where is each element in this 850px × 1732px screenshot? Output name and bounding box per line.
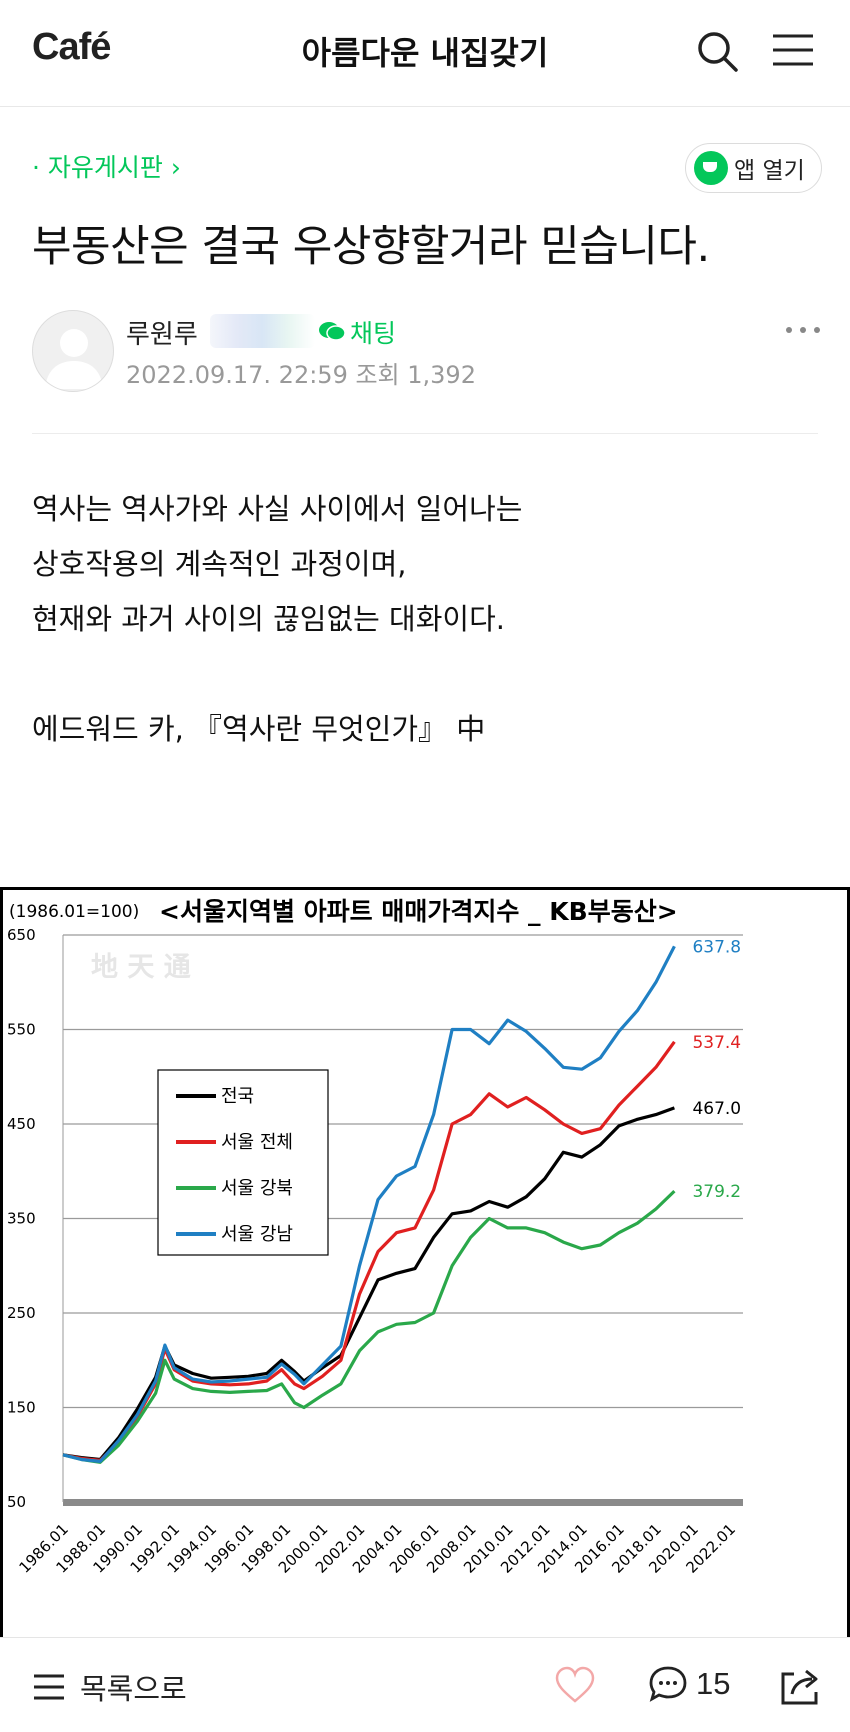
open-app-button[interactable]: 앱 열기	[685, 143, 822, 193]
chart-legend-label: 전국	[221, 1086, 254, 1107]
open-app-label: 앱 열기	[734, 158, 805, 184]
cafe-logo[interactable]: Café	[32, 26, 111, 68]
chart-legend	[157, 1069, 329, 1256]
comment-icon	[649, 1666, 687, 1702]
chart-legend-label: 서울 전체	[221, 1132, 293, 1153]
chart-series-line	[62, 1189, 676, 1464]
chart-ytick-label: 350	[7, 1210, 36, 1228]
list-button[interactable]: 목록으로	[32, 1666, 187, 1708]
avatar-icon[interactable]	[32, 310, 114, 392]
cafe-cup-icon	[694, 151, 728, 185]
list-icon	[34, 1674, 64, 1700]
body-line: 상호작용의 계속적인 과정이며,	[32, 547, 407, 581]
chart-baseline	[63, 1499, 743, 1506]
body-line: 현재와 과거 사이의 끊임없는 대화이다.	[32, 602, 505, 636]
chart-series-line	[62, 945, 676, 1463]
board-link[interactable]: · 자유게시판 ›	[32, 153, 181, 182]
heart-icon[interactable]	[555, 1666, 595, 1706]
comment-button[interactable]: 15	[648, 1664, 730, 1704]
chart-series-line	[62, 1106, 675, 1462]
chart-base-label: (1986.01=100)	[9, 902, 139, 922]
post-body: 역사는 역사가와 사실 사이에서 일어나는 상호작용의 계속적인 과정이며, 현…	[32, 482, 522, 757]
comment-count: 15	[696, 1666, 731, 1701]
chat-button[interactable]: 채팅	[318, 314, 396, 350]
chart-ytick-label: 650	[7, 926, 36, 944]
blurred-nickname	[210, 314, 315, 348]
menu-icon[interactable]	[770, 30, 816, 70]
divider	[32, 433, 818, 434]
chart-watermark: 地 天 通	[91, 952, 191, 983]
chart-end-label: 537.4	[692, 1033, 741, 1053]
more-dots-icon[interactable]	[783, 318, 823, 342]
body-line: 역사는 역사가와 사실 사이에서 일어나는	[32, 492, 523, 526]
chart-ytick-label: 50	[7, 1493, 26, 1511]
chart-ytick-label: 450	[7, 1115, 36, 1133]
author-name[interactable]: 루원루	[126, 320, 198, 350]
chart-title: <서울지역별 아파트 매매가격지수 _ KB부동산>	[159, 897, 678, 926]
chart-series-line	[62, 1040, 676, 1462]
chat-label: 채팅	[350, 319, 397, 348]
chart-end-label: 379.2	[692, 1182, 741, 1202]
chart-legend-label: 서울 강북	[221, 1178, 293, 1199]
body-line	[32, 647, 522, 702]
bottom-bar: 목록으로 15	[0, 1637, 850, 1732]
top-header: Café 아름다운 내집갖기	[0, 0, 850, 107]
chart-ytick-label: 250	[7, 1304, 36, 1322]
chart-end-label: 637.8	[692, 937, 741, 957]
share-icon[interactable]	[778, 1664, 822, 1708]
chart-ytick-label: 150	[7, 1399, 36, 1417]
search-icon[interactable]	[696, 30, 740, 74]
chart-image[interactable]: (1986.01=100) <서울지역별 아파트 매매가격지수 _ KB부동산> 地…	[0, 887, 850, 1647]
chart-legend-label: 서울 강남	[221, 1224, 293, 1245]
chart-end-label: 467.0	[692, 1099, 741, 1119]
post-title: 부동산은 결국 우상향할거라 믿습니다.	[32, 222, 710, 272]
body-line: 에드워드 카, 『역사란 무엇인가』 中	[32, 712, 486, 746]
chart-svg: (1986.01=100) <서울지역별 아파트 매매가격지수 _ KB부동산> 地…	[7, 897, 743, 1577]
chat-bubble-icon	[319, 322, 346, 341]
cafe-name[interactable]: 아름다운 내집갖기	[301, 34, 549, 72]
list-label: 목록으로	[80, 1672, 187, 1706]
chart-ytick-label: 550	[7, 1021, 36, 1039]
post-meta: 2022.09.17. 22:59 조회 1,392	[126, 361, 476, 389]
